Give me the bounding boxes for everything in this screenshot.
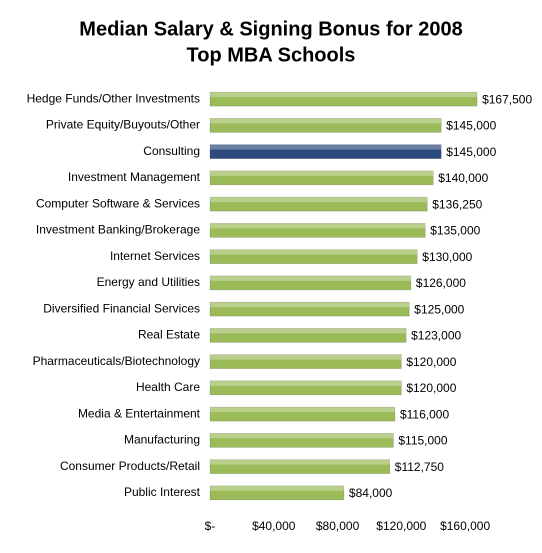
value-label: $112,750 bbox=[395, 460, 444, 474]
bar bbox=[209, 380, 402, 396]
y-tick-label: Media & Entertainment bbox=[78, 406, 201, 420]
y-tick-label: Real Estate bbox=[138, 328, 200, 342]
y-tick-label: Consulting bbox=[143, 144, 200, 158]
bar-highlight bbox=[210, 92, 478, 98]
bar-highlight bbox=[210, 328, 407, 334]
y-tick-label: Computer Software & Services bbox=[36, 196, 200, 210]
value-label: $136,250 bbox=[432, 197, 482, 211]
bar bbox=[209, 485, 345, 501]
bar bbox=[209, 275, 412, 291]
bar-highlight bbox=[210, 249, 418, 255]
y-tick-label: Energy and Utilities bbox=[97, 275, 200, 289]
bar bbox=[209, 170, 434, 186]
value-label: $145,000 bbox=[446, 119, 496, 133]
value-label: $130,000 bbox=[422, 250, 472, 264]
bar bbox=[209, 406, 396, 422]
value-label: $125,000 bbox=[414, 302, 464, 316]
bar bbox=[209, 433, 394, 448]
y-tick-label: Pharmaceuticals/Biotechnology bbox=[33, 354, 200, 368]
bar-highlight bbox=[210, 433, 394, 439]
value-label: $120,000 bbox=[406, 355, 456, 369]
value-label: $84,000 bbox=[349, 486, 393, 500]
value-label: $135,000 bbox=[430, 224, 480, 238]
bar bbox=[209, 118, 442, 133]
x-tick-label: $120,000 bbox=[376, 519, 426, 533]
bar-highlight bbox=[210, 275, 411, 281]
y-tick-label: Private Equity/Buyouts/Other bbox=[46, 118, 200, 132]
x-tick-label: $80,000 bbox=[316, 519, 360, 533]
value-label: $126,000 bbox=[416, 276, 466, 290]
bar bbox=[209, 301, 410, 317]
bar bbox=[209, 328, 407, 343]
bar-highlight bbox=[210, 118, 442, 124]
bar bbox=[209, 91, 478, 107]
y-tick-label: Health Care bbox=[136, 380, 200, 394]
y-tick-label: Investment Management bbox=[68, 170, 201, 184]
bar bbox=[209, 354, 402, 369]
value-label: $123,000 bbox=[411, 329, 461, 343]
bar-highlight bbox=[210, 144, 442, 150]
bar bbox=[209, 223, 426, 238]
bar-highlight bbox=[210, 459, 390, 465]
bar-highlight bbox=[210, 197, 428, 203]
bar-highlight bbox=[210, 170, 434, 176]
x-tick-label: $- bbox=[205, 519, 216, 533]
bar-highlight bbox=[210, 223, 426, 229]
y-tick-label: Consumer Products/Retail bbox=[60, 459, 200, 473]
chart-title: Top MBA Schools bbox=[187, 44, 356, 66]
bar bbox=[209, 144, 442, 159]
y-tick-label: Hedge Funds/Other Investments bbox=[27, 91, 200, 105]
value-label: $167,500 bbox=[482, 92, 532, 106]
value-label: $115,000 bbox=[398, 434, 447, 448]
y-tick-label: Public Interest bbox=[124, 485, 201, 499]
x-tick-label: $40,000 bbox=[252, 519, 296, 533]
y-tick-label: Internet Services bbox=[110, 249, 200, 263]
bar-highlight bbox=[210, 407, 395, 413]
value-label: $120,000 bbox=[406, 381, 456, 395]
y-tick-label: Diversified Financial Services bbox=[43, 301, 200, 315]
bar-highlight bbox=[210, 302, 410, 308]
x-tick-label: $160,000 bbox=[440, 519, 490, 533]
bar bbox=[209, 249, 418, 264]
bar-highlight bbox=[210, 485, 344, 491]
bar bbox=[209, 196, 428, 212]
y-tick-label: Manufacturing bbox=[124, 433, 200, 447]
chart-title: Median Salary & Signing Bonus for 2008 bbox=[79, 18, 462, 40]
value-label: $116,000 bbox=[400, 407, 449, 421]
value-label: $140,000 bbox=[438, 171, 488, 185]
bar-highlight bbox=[210, 380, 402, 386]
bar-highlight bbox=[210, 354, 402, 360]
value-label: $145,000 bbox=[446, 145, 496, 159]
bar bbox=[209, 459, 391, 474]
y-tick-label: Investment Banking/Brokerage bbox=[36, 223, 200, 237]
